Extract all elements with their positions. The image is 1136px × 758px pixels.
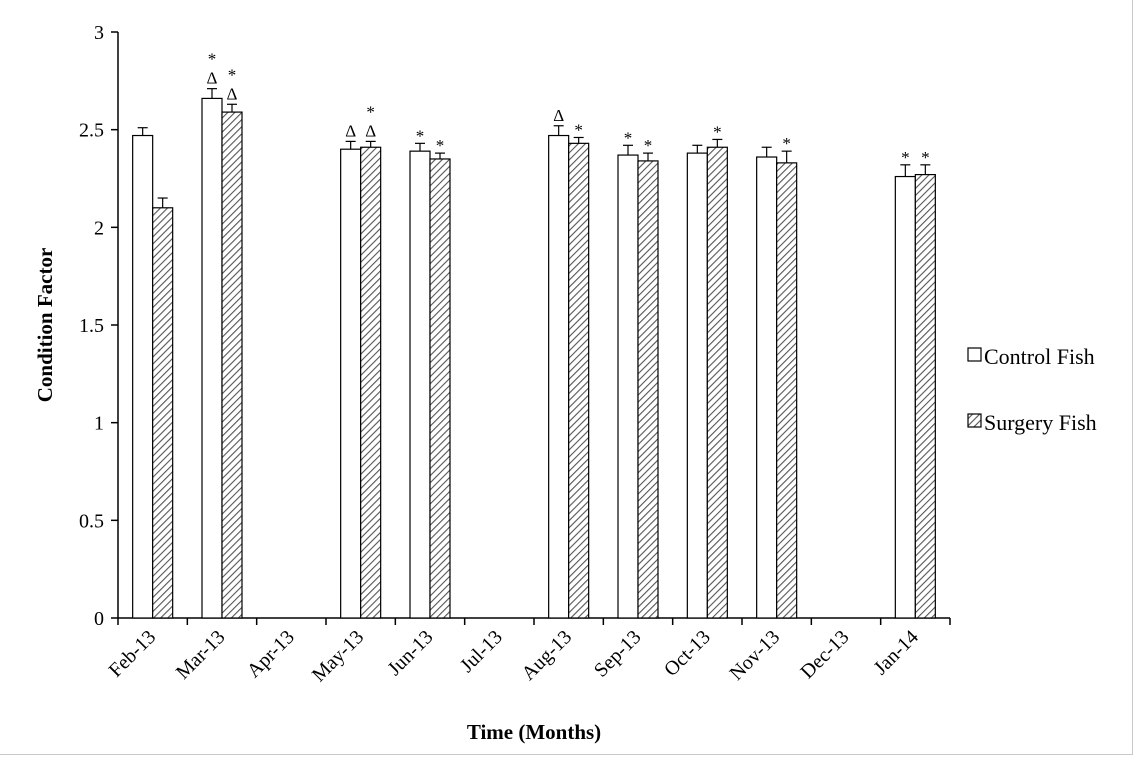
significance-delta: Δ bbox=[365, 121, 376, 140]
bar-surgery bbox=[152, 207, 174, 619]
bar-control bbox=[617, 154, 639, 619]
x-tick-label: Apr-13 bbox=[243, 626, 299, 682]
significance-markers: Δ*Δ *Δ**Δ*Δ******* bbox=[207, 50, 930, 167]
significance-star: * bbox=[436, 136, 445, 155]
y-tick-label: 3 bbox=[94, 22, 104, 44]
x-tick-label: Nov-13 bbox=[725, 626, 784, 685]
significance-star: * bbox=[921, 148, 930, 167]
x-tick-label: Aug-13 bbox=[517, 626, 576, 685]
x-tick-label: Jan-14 bbox=[870, 626, 923, 679]
x-tick-label: Oct-13 bbox=[660, 626, 715, 681]
bars bbox=[132, 88, 936, 619]
bar-control bbox=[686, 152, 708, 619]
bar-surgery bbox=[914, 173, 936, 619]
bar-surgery bbox=[360, 146, 382, 619]
y-tick-label: 2.5 bbox=[79, 120, 104, 142]
bar-control bbox=[756, 156, 778, 619]
bar-control bbox=[132, 134, 154, 619]
significance-star: * bbox=[782, 134, 791, 153]
y-tick-label: 1 bbox=[94, 413, 104, 435]
significance-star: * bbox=[228, 65, 237, 84]
legend-label-surgery: Surgery Fish bbox=[984, 410, 1097, 435]
x-tick-label: Feb-13 bbox=[105, 626, 161, 682]
y-tick-label: 0.5 bbox=[79, 510, 104, 532]
significance-star: * bbox=[416, 126, 425, 145]
bar-control bbox=[894, 175, 916, 619]
bar-surgery bbox=[776, 162, 798, 619]
x-tick-label: May-13 bbox=[308, 626, 368, 686]
bar-surgery bbox=[637, 160, 659, 619]
significance-star: * bbox=[208, 50, 217, 69]
significance-delta: Δ bbox=[345, 121, 356, 140]
legend-swatch-control bbox=[967, 347, 982, 362]
significance-delta: Δ bbox=[553, 106, 564, 125]
significance-star: * bbox=[624, 128, 633, 147]
bar-surgery bbox=[568, 142, 590, 619]
bar-surgery bbox=[221, 111, 243, 619]
significance-star: * bbox=[644, 136, 653, 155]
y-tick-label: 2 bbox=[94, 217, 104, 239]
legend: Control Fish Surgery Fish bbox=[967, 344, 1097, 435]
x-tick-label: Sep-13 bbox=[590, 626, 646, 682]
y-tick-label: 1.5 bbox=[79, 315, 104, 337]
x-axis: Feb-13 Mar-13 Apr-13 May-13 Jun-13 Jul-13 Aug-… bbox=[105, 617, 951, 686]
y-tick-label: 0 bbox=[94, 608, 104, 630]
significance-star: * bbox=[366, 102, 375, 121]
significance-star: * bbox=[901, 148, 910, 167]
bar-control bbox=[340, 148, 362, 619]
legend-swatch-surgery bbox=[967, 413, 982, 428]
x-axis-title: Time (Months) bbox=[467, 720, 601, 744]
bar-surgery bbox=[706, 146, 728, 619]
y-axis-title: Condition Factor bbox=[33, 248, 57, 403]
x-tick-label: Jun-13 bbox=[383, 626, 437, 680]
bar-control bbox=[201, 97, 223, 619]
bar-control bbox=[548, 134, 570, 619]
y-axis: 0 0.5 1 1.5 2 2.5 3 bbox=[79, 22, 119, 630]
x-tick-label: Jul-13 bbox=[456, 626, 507, 677]
x-tick-label: Dec-13 bbox=[796, 626, 853, 683]
legend-label-control: Control Fish bbox=[984, 344, 1095, 369]
significance-star: * bbox=[574, 120, 583, 139]
x-tick-label: Mar-13 bbox=[172, 626, 230, 684]
significance-delta: Δ bbox=[227, 84, 238, 103]
bar-control bbox=[409, 150, 431, 619]
significance-delta: Δ bbox=[207, 69, 218, 88]
bar-surgery bbox=[429, 158, 451, 619]
significance-star: * bbox=[713, 122, 722, 141]
